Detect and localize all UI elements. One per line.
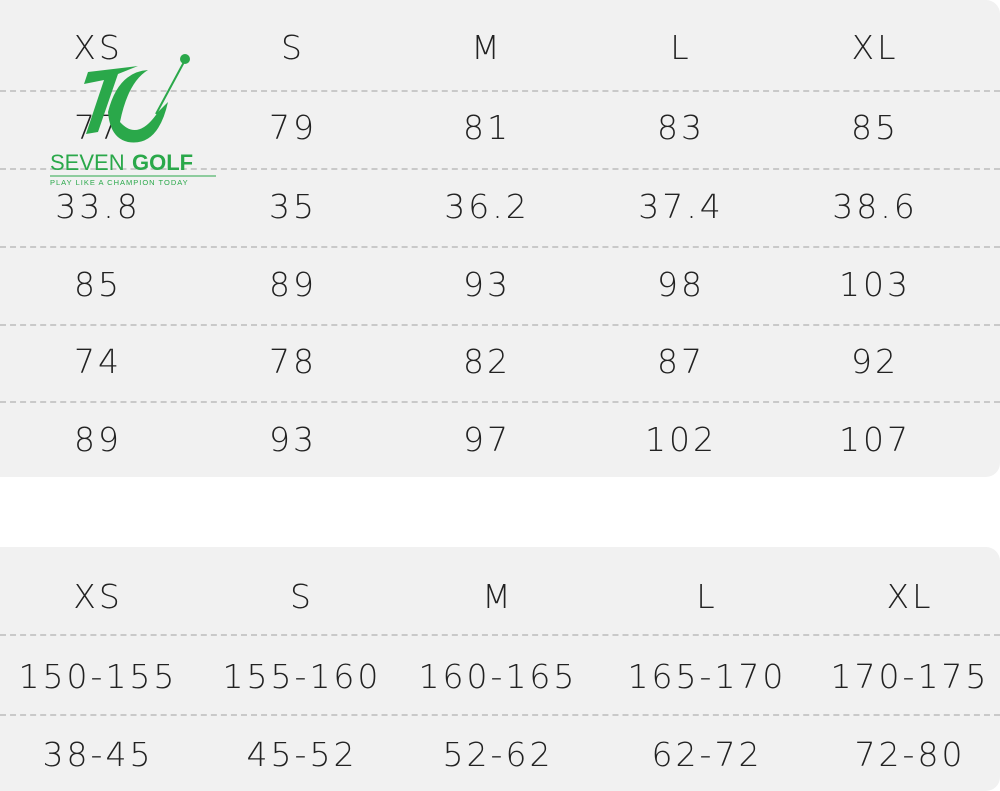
table-cell: 83 — [657, 108, 705, 147]
size-table-height-weight — [0, 547, 1000, 791]
size-header: L — [696, 577, 718, 616]
row-divider — [0, 324, 1000, 326]
row-divider — [0, 401, 1000, 403]
table-cell: 92 — [851, 342, 899, 381]
table-cell: 98 — [657, 265, 705, 304]
row-divider — [0, 168, 1000, 170]
size-header: L — [670, 28, 692, 67]
svg-text:GOLF: GOLF — [132, 150, 193, 175]
table-cell: 150-155 — [18, 657, 178, 696]
table-cell: 72-80 — [854, 735, 966, 774]
table-cell: 89 — [269, 265, 317, 304]
table-cell: 38-45 — [42, 735, 154, 774]
size-header: XL — [886, 577, 934, 616]
table-cell: 62-72 — [651, 735, 763, 774]
row-divider — [0, 714, 1000, 716]
row-divider — [0, 634, 1000, 636]
table-cell: 103 — [839, 265, 911, 304]
table-cell: 89 — [74, 420, 122, 459]
size-table-measurements — [0, 0, 1000, 477]
size-header: XL — [851, 28, 899, 67]
size-header: XS — [73, 28, 123, 67]
table-cell: 93 — [463, 265, 511, 304]
seven-golf-logo: SEVEN GOLF PLAY LIKE A CHAMPION TODAY — [50, 54, 216, 187]
table-cell: 85 — [851, 108, 899, 147]
size-header: XS — [73, 577, 123, 616]
table-cell: 35 — [269, 187, 317, 226]
size-header: M — [471, 28, 503, 67]
svg-text:PLAY LIKE A CHAMPION TODAY: PLAY LIKE A CHAMPION TODAY — [50, 178, 189, 187]
table-cell: 170-175 — [830, 657, 990, 696]
table-cell: 33.8 — [55, 187, 141, 226]
table-cell: 81 — [463, 108, 511, 147]
table-cell: 52-62 — [442, 735, 554, 774]
table-cell: 82 — [463, 342, 511, 381]
table-cell: 38.6 — [832, 187, 918, 226]
size-header: M — [482, 577, 514, 616]
row-divider — [0, 246, 1000, 248]
table-cell: 165-170 — [627, 657, 787, 696]
table-cell: 155-160 — [222, 657, 382, 696]
table-cell: 87 — [657, 342, 705, 381]
table-cell: 45-52 — [246, 735, 358, 774]
table-cell: 107 — [839, 420, 911, 459]
table-cell: 78 — [269, 342, 317, 381]
table-cell: 74 — [74, 342, 122, 381]
table-cell: 37.4 — [638, 187, 724, 226]
table-cell: 102 — [645, 420, 717, 459]
table-cell: 85 — [74, 265, 122, 304]
table-cell: 79 — [269, 108, 317, 147]
svg-text:SEVEN: SEVEN — [50, 150, 125, 175]
size-header: S — [290, 577, 314, 616]
table-cell: 93 — [269, 420, 317, 459]
table-cell: 97 — [463, 420, 511, 459]
size-header: S — [281, 28, 305, 67]
table-cell: 160-165 — [418, 657, 578, 696]
table-cell: 36.2 — [444, 187, 530, 226]
row-divider — [0, 90, 1000, 92]
